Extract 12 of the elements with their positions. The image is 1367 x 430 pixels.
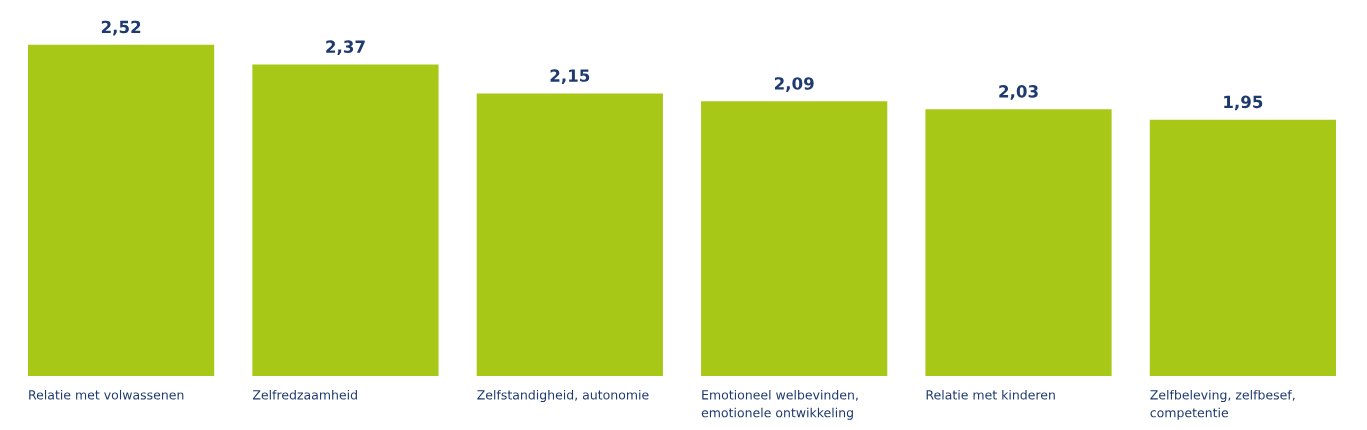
data-label: 1,95 bbox=[1224, 95, 1263, 111]
data-label: 2,15 bbox=[550, 69, 590, 84]
x-tick-label: Zelfredzaamheid bbox=[252, 389, 357, 400]
data-label: 2,03 bbox=[999, 85, 1038, 100]
x-tick-label: Relatie met volwassenen bbox=[29, 389, 184, 400]
data-label: 2,09 bbox=[774, 77, 814, 92]
data-label: 2,52 bbox=[101, 20, 141, 36]
x-tick-label: Emotioneel welbevinden, emotionele ontwikkeling bbox=[701, 389, 858, 420]
x-tick-label: Relatie met kinderen bbox=[926, 389, 1055, 400]
x-tick-label: Zelfstandigheid, autonomie bbox=[477, 389, 649, 402]
data-label: 2,37 bbox=[326, 40, 365, 56]
x-tick-label: Zelfbeleving, zelfbesef, competentie bbox=[1150, 389, 1295, 420]
